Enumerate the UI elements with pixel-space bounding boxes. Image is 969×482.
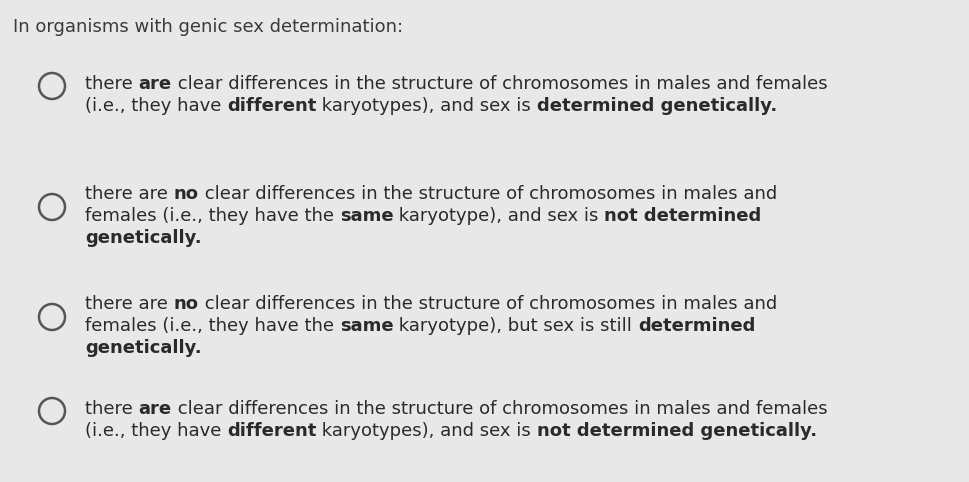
Text: same: same bbox=[340, 317, 393, 335]
Text: determined genetically.: determined genetically. bbox=[537, 97, 777, 115]
Text: karyotypes), and sex is: karyotypes), and sex is bbox=[317, 97, 537, 115]
Text: females (i.e., they have the: females (i.e., they have the bbox=[85, 317, 340, 335]
Text: there are: there are bbox=[85, 185, 173, 203]
Text: not determined: not determined bbox=[605, 207, 762, 225]
Text: females (i.e., they have the: females (i.e., they have the bbox=[85, 207, 340, 225]
Text: there: there bbox=[85, 400, 139, 418]
Text: are: are bbox=[139, 400, 172, 418]
Text: there are: there are bbox=[85, 295, 173, 313]
Text: karyotypes), and sex is: karyotypes), and sex is bbox=[317, 422, 537, 440]
Text: genetically.: genetically. bbox=[85, 229, 202, 247]
Text: are: are bbox=[139, 75, 172, 93]
Text: same: same bbox=[340, 207, 393, 225]
Text: karyotype), and sex is: karyotype), and sex is bbox=[393, 207, 605, 225]
Text: no: no bbox=[173, 295, 199, 313]
Text: no: no bbox=[173, 185, 199, 203]
Text: (i.e., they have: (i.e., they have bbox=[85, 97, 227, 115]
Text: not determined genetically.: not determined genetically. bbox=[537, 422, 817, 440]
Text: genetically.: genetically. bbox=[85, 339, 202, 357]
Text: In organisms with genic sex determination:: In organisms with genic sex determinatio… bbox=[13, 18, 403, 36]
Text: clear differences in the structure of chromosomes in males and females: clear differences in the structure of ch… bbox=[172, 75, 828, 93]
Text: determined: determined bbox=[638, 317, 756, 335]
Text: there: there bbox=[85, 75, 139, 93]
Text: different: different bbox=[227, 422, 317, 440]
Text: (i.e., they have: (i.e., they have bbox=[85, 422, 227, 440]
Text: different: different bbox=[227, 97, 317, 115]
Text: clear differences in the structure of chromosomes in males and females: clear differences in the structure of ch… bbox=[172, 400, 828, 418]
Text: karyotype), but sex is still: karyotype), but sex is still bbox=[393, 317, 638, 335]
Text: clear differences in the structure of chromosomes in males and: clear differences in the structure of ch… bbox=[199, 295, 777, 313]
Text: clear differences in the structure of chromosomes in males and: clear differences in the structure of ch… bbox=[199, 185, 777, 203]
